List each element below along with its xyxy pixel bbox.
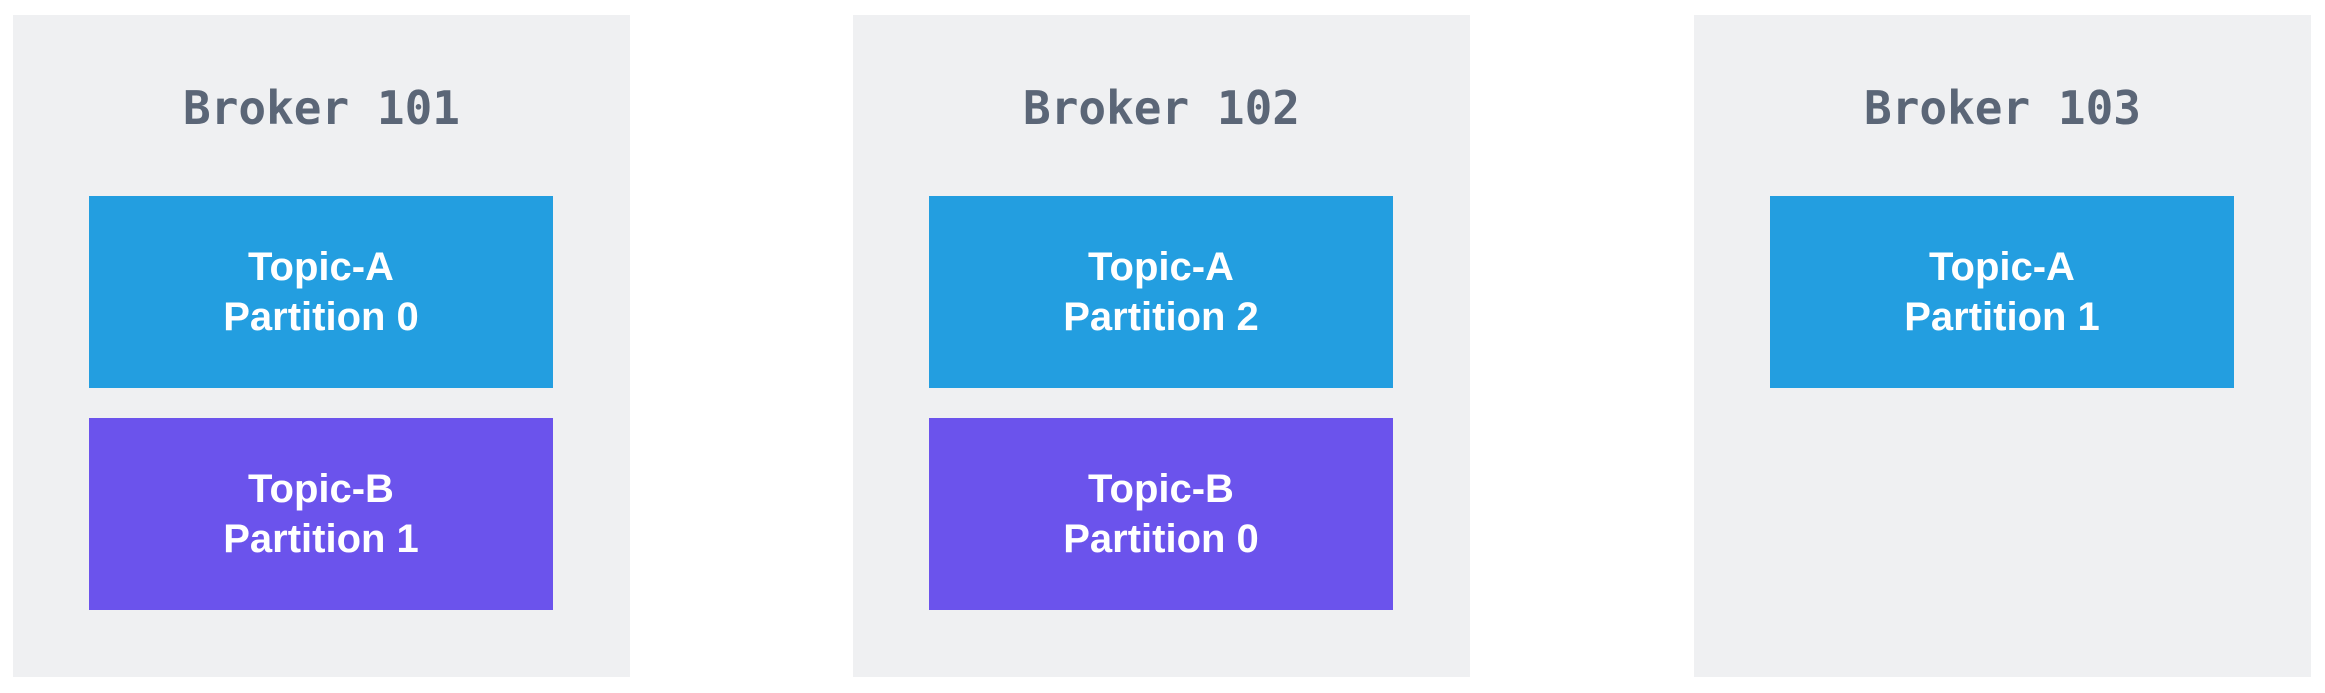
broker-103-box: Broker 103 Topic-A Partition 1 <box>1694 15 2311 677</box>
topic-label: Topic-A <box>1088 245 1234 289</box>
broker-102-topic-b-partition-0: Topic-B Partition 0 <box>929 418 1393 610</box>
broker-103-topic-a-partition-1: Topic-A Partition 1 <box>1770 196 2234 388</box>
topic-label: Topic-A <box>1929 245 2075 289</box>
topic-label: Topic-B <box>1088 467 1234 511</box>
partition-label: Partition 0 <box>1063 517 1259 561</box>
partition-label: Partition 1 <box>223 517 419 561</box>
topic-label: Topic-A <box>248 245 394 289</box>
broker-103-title: Broker 103 <box>1864 81 2141 135</box>
broker-101-topic-a-partition-0: Topic-A Partition 0 <box>89 196 553 388</box>
partition-label: Partition 0 <box>223 295 419 339</box>
broker-101-title: Broker 101 <box>183 81 460 135</box>
broker-101-topic-b-partition-1: Topic-B Partition 1 <box>89 418 553 610</box>
partition-label: Partition 1 <box>1904 295 2100 339</box>
topic-label: Topic-B <box>248 467 394 511</box>
broker-102-topic-a-partition-2: Topic-A Partition 2 <box>929 196 1393 388</box>
broker-102-title: Broker 102 <box>1023 81 1300 135</box>
partition-label: Partition 2 <box>1063 295 1259 339</box>
broker-101-box: Broker 101 Topic-A Partition 0 Topic-B P… <box>13 15 630 677</box>
broker-102-box: Broker 102 Topic-A Partition 2 Topic-B P… <box>853 15 1470 677</box>
